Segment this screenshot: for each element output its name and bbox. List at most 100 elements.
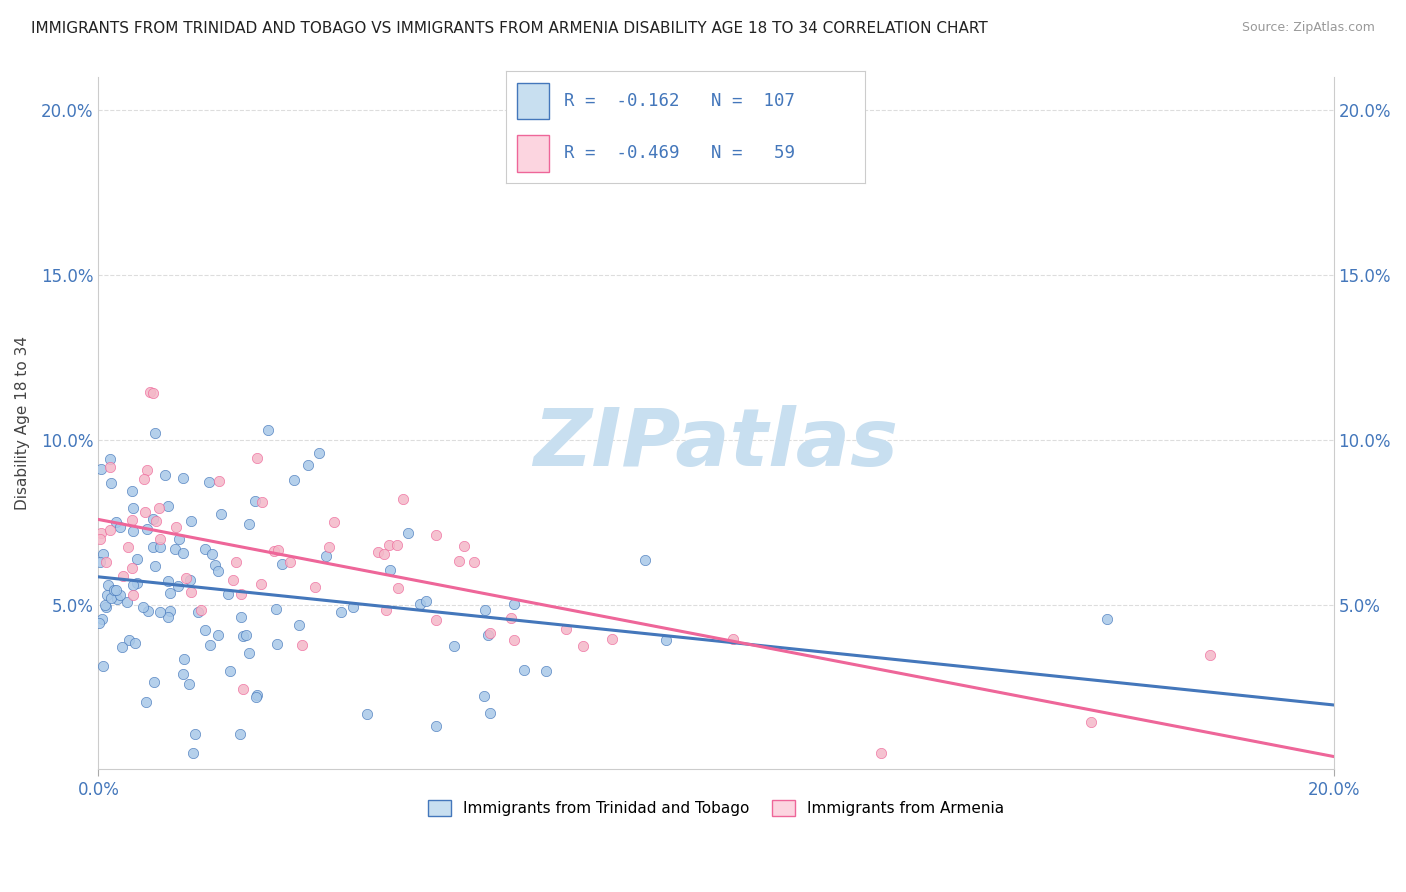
Point bbox=[250, 495, 273, 509]
Point bbox=[869, 746, 891, 760]
Point bbox=[122, 578, 145, 592]
Point bbox=[167, 579, 190, 593]
Point bbox=[96, 588, 118, 602]
Bar bbox=[517, 135, 550, 171]
Point bbox=[463, 555, 485, 569]
Point bbox=[135, 695, 157, 709]
Point bbox=[180, 514, 202, 528]
Point bbox=[246, 689, 269, 703]
Point bbox=[415, 593, 437, 607]
Point bbox=[136, 604, 159, 618]
Point bbox=[100, 476, 122, 491]
Bar bbox=[517, 83, 550, 120]
Text: R =  -0.162   N =  107: R = -0.162 N = 107 bbox=[564, 93, 794, 111]
Point bbox=[238, 516, 260, 531]
Point bbox=[157, 499, 180, 513]
Point bbox=[148, 500, 170, 515]
Point bbox=[121, 589, 143, 603]
Point bbox=[134, 505, 156, 519]
Point bbox=[721, 632, 744, 646]
Point bbox=[443, 639, 465, 653]
Point bbox=[501, 611, 523, 625]
Point bbox=[208, 474, 231, 488]
Point bbox=[250, 577, 273, 591]
Point bbox=[173, 652, 195, 666]
Point bbox=[117, 540, 139, 554]
Point bbox=[105, 591, 128, 606]
Point bbox=[184, 727, 207, 741]
Point bbox=[245, 690, 267, 705]
Point bbox=[554, 623, 576, 637]
Point bbox=[143, 675, 166, 690]
Point bbox=[87, 616, 110, 631]
Point bbox=[283, 473, 305, 487]
Point bbox=[392, 492, 415, 507]
Point bbox=[149, 541, 172, 555]
Point bbox=[204, 558, 226, 572]
Point bbox=[89, 532, 111, 546]
Point bbox=[174, 571, 197, 585]
Point bbox=[111, 640, 134, 655]
Point bbox=[142, 540, 165, 554]
Point bbox=[425, 613, 447, 627]
Point bbox=[600, 632, 623, 646]
Point bbox=[194, 623, 217, 637]
Point bbox=[315, 549, 337, 563]
Point bbox=[634, 553, 657, 567]
Point bbox=[449, 554, 471, 568]
Point bbox=[98, 459, 121, 474]
Point bbox=[141, 512, 163, 526]
Text: R =  -0.469   N =   59: R = -0.469 N = 59 bbox=[564, 144, 794, 161]
Point bbox=[118, 632, 141, 647]
Point bbox=[209, 507, 232, 521]
Point bbox=[121, 513, 143, 527]
Point bbox=[155, 468, 177, 483]
Point bbox=[183, 746, 205, 760]
Point bbox=[243, 494, 266, 508]
Point bbox=[108, 520, 131, 534]
Point bbox=[112, 568, 135, 582]
Point bbox=[342, 600, 364, 615]
Point bbox=[104, 582, 127, 597]
Point bbox=[375, 603, 398, 617]
Point bbox=[197, 475, 219, 489]
Point bbox=[124, 636, 146, 650]
Point bbox=[125, 552, 148, 566]
Point bbox=[167, 532, 190, 546]
Point bbox=[172, 546, 194, 560]
Point bbox=[398, 525, 420, 540]
Point bbox=[110, 588, 132, 602]
Point bbox=[179, 573, 201, 587]
Point bbox=[318, 540, 340, 554]
Point bbox=[291, 638, 314, 652]
Point bbox=[157, 610, 180, 624]
Point bbox=[94, 600, 117, 615]
Point bbox=[90, 462, 112, 476]
Point bbox=[1199, 648, 1222, 662]
Point bbox=[201, 547, 224, 561]
Point bbox=[1080, 714, 1102, 729]
Point bbox=[122, 524, 145, 539]
Point bbox=[297, 458, 319, 473]
Y-axis label: Disability Age 18 to 34: Disability Age 18 to 34 bbox=[15, 336, 30, 510]
Point bbox=[96, 578, 118, 592]
Point bbox=[278, 555, 301, 569]
Point bbox=[105, 515, 128, 529]
Point bbox=[238, 646, 260, 660]
Point bbox=[387, 581, 409, 595]
Legend: Immigrants from Trinidad and Tobago, Immigrants from Armenia: Immigrants from Trinidad and Tobago, Imm… bbox=[420, 793, 1012, 824]
Point bbox=[329, 605, 352, 619]
Point bbox=[266, 602, 288, 616]
Point bbox=[478, 706, 501, 720]
Point bbox=[143, 425, 166, 440]
Point bbox=[453, 539, 475, 553]
Point bbox=[98, 451, 121, 466]
Text: ZIPatlas: ZIPatlas bbox=[533, 405, 898, 483]
Point bbox=[356, 706, 378, 721]
Point bbox=[266, 637, 288, 651]
Point bbox=[256, 423, 278, 437]
Point bbox=[308, 446, 330, 460]
Point bbox=[387, 538, 409, 552]
Point bbox=[100, 591, 122, 605]
Point bbox=[373, 547, 395, 561]
